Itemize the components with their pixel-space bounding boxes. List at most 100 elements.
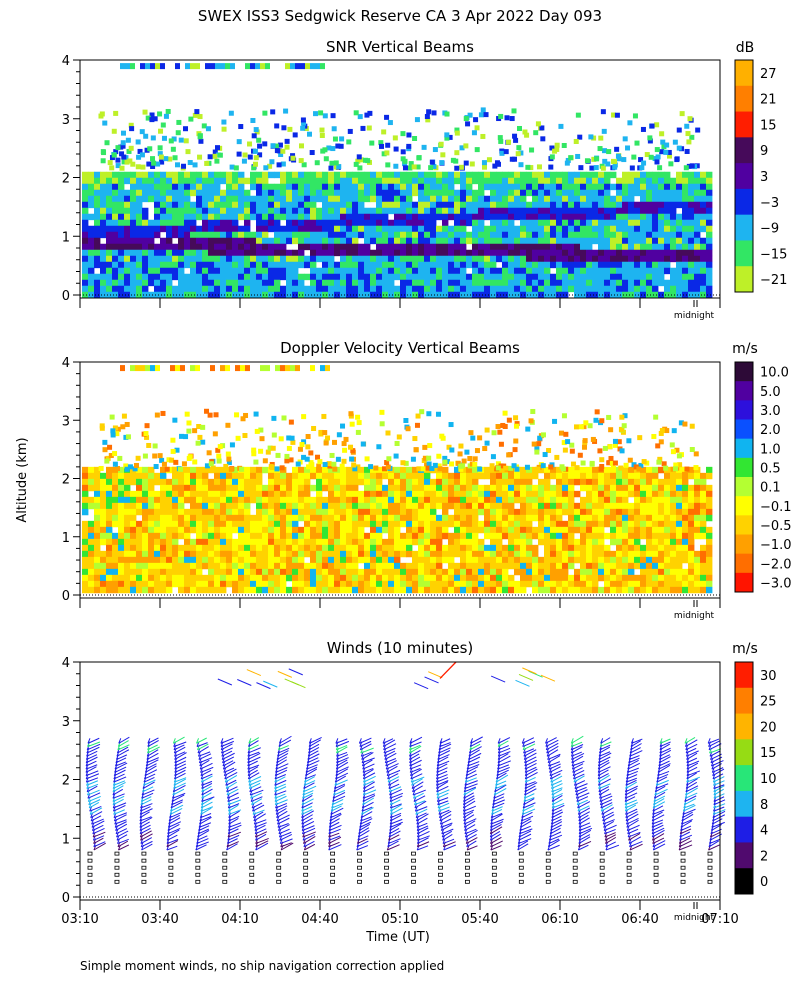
heatmap-cell <box>328 496 335 504</box>
heatmap-cell <box>298 237 305 245</box>
heatmap-cell <box>370 273 377 281</box>
heatmap-cell <box>646 261 653 269</box>
heatmap-cell <box>280 237 287 245</box>
heatmap-cell <box>142 544 149 552</box>
heatmap-cell <box>334 201 341 209</box>
heatmap-cell <box>274 213 281 221</box>
heatmap-cell <box>568 273 575 281</box>
heatmap-cell <box>280 562 287 570</box>
heatmap-cell <box>172 273 179 281</box>
heatmap-cell <box>514 201 521 209</box>
heatmap-cell <box>658 243 665 251</box>
heatmap-cell <box>364 484 371 492</box>
heatmap-cell <box>301 414 307 420</box>
heatmap-cell <box>532 207 539 215</box>
heatmap-cell <box>394 568 401 576</box>
heatmap-cell <box>136 508 143 516</box>
heatmap-cell <box>646 562 653 570</box>
heatmap-cell <box>226 213 233 221</box>
heatmap-cell <box>130 520 137 528</box>
heatmap-cell <box>520 556 527 564</box>
heatmap-cell <box>430 586 437 594</box>
heatmap-cell <box>676 490 683 498</box>
heatmap-cell <box>142 207 149 215</box>
heatmap-cell <box>370 285 377 293</box>
heatmap-cell <box>304 538 311 546</box>
heatmap-cell <box>94 249 101 257</box>
heatmap-cell <box>370 189 377 197</box>
heatmap-cell <box>298 496 305 504</box>
heatmap-cell <box>670 574 677 582</box>
heatmap-cell <box>358 586 365 594</box>
heatmap-cell <box>640 508 647 516</box>
heatmap-cell <box>598 207 605 215</box>
heatmap-cell <box>136 556 143 564</box>
heatmap-cell <box>244 496 251 504</box>
heatmap-cell <box>568 472 575 480</box>
heatmap-cell <box>700 484 707 492</box>
heatmap-cell <box>592 231 599 239</box>
heatmap-cell <box>166 538 173 546</box>
heatmap-cell <box>192 459 198 465</box>
heatmap-cell <box>88 550 95 558</box>
heatmap-cell <box>232 472 239 480</box>
heatmap-cell <box>658 189 665 197</box>
heatmap-cell <box>244 285 251 293</box>
heatmap-cell <box>538 171 545 179</box>
heatmap-cell <box>484 285 491 293</box>
heatmap-cell <box>628 520 635 528</box>
heatmap-cell <box>118 195 125 203</box>
heatmap-cell <box>118 261 125 269</box>
heatmap-cell <box>616 255 623 263</box>
heatmap-cell <box>574 544 581 552</box>
heatmap-cell <box>688 231 695 239</box>
heatmap-cell <box>106 484 113 492</box>
heatmap-cell <box>148 177 155 185</box>
heatmap-cell <box>556 484 563 492</box>
heatmap-cell <box>88 171 95 179</box>
heatmap-cell <box>148 562 155 570</box>
heatmap-cell <box>148 544 155 552</box>
heatmap-cell <box>631 154 637 160</box>
heatmap-cell <box>526 267 533 275</box>
heatmap-cell <box>178 490 185 498</box>
heatmap-cell <box>448 261 455 269</box>
heatmap-cell <box>412 279 419 287</box>
heatmap-cell <box>212 149 218 155</box>
heatmap-cell <box>388 201 395 209</box>
heatmap-cell <box>628 538 635 546</box>
heatmap-cell <box>166 249 173 257</box>
heatmap-cell <box>664 291 671 299</box>
heatmap-cell <box>430 225 437 233</box>
heatmap-cell <box>460 556 467 564</box>
heatmap-cell <box>244 466 251 474</box>
heatmap-cell <box>454 201 461 209</box>
heatmap-cell <box>682 568 689 576</box>
heatmap-cell <box>298 502 305 510</box>
heatmap-cell <box>352 291 359 299</box>
heatmap-cell <box>676 171 683 179</box>
heatmap-cell <box>346 586 353 594</box>
heatmap-cell <box>520 291 527 299</box>
heatmap-cell <box>232 586 239 594</box>
heatmap-cell <box>139 129 145 135</box>
heatmap-cell <box>309 150 315 156</box>
heatmap-cell <box>400 267 407 275</box>
heatmap-cell <box>556 231 563 239</box>
heatmap-cell <box>569 448 575 454</box>
heatmap-cell <box>670 189 677 197</box>
heatmap-cell <box>562 177 569 185</box>
heatmap-cell <box>382 243 389 251</box>
heatmap-cell <box>448 574 455 582</box>
heatmap-cell <box>352 249 359 257</box>
heatmap-cell <box>604 231 611 239</box>
heatmap-cell <box>580 532 587 540</box>
heatmap-cell <box>322 267 329 275</box>
heatmap-cell <box>250 237 257 245</box>
heatmap-cell <box>604 562 611 570</box>
heatmap-cell <box>538 195 545 203</box>
heatmap-cell <box>448 171 455 179</box>
heatmap-cell <box>658 177 665 185</box>
heatmap-cell <box>376 568 383 576</box>
heatmap-cell <box>334 195 341 203</box>
